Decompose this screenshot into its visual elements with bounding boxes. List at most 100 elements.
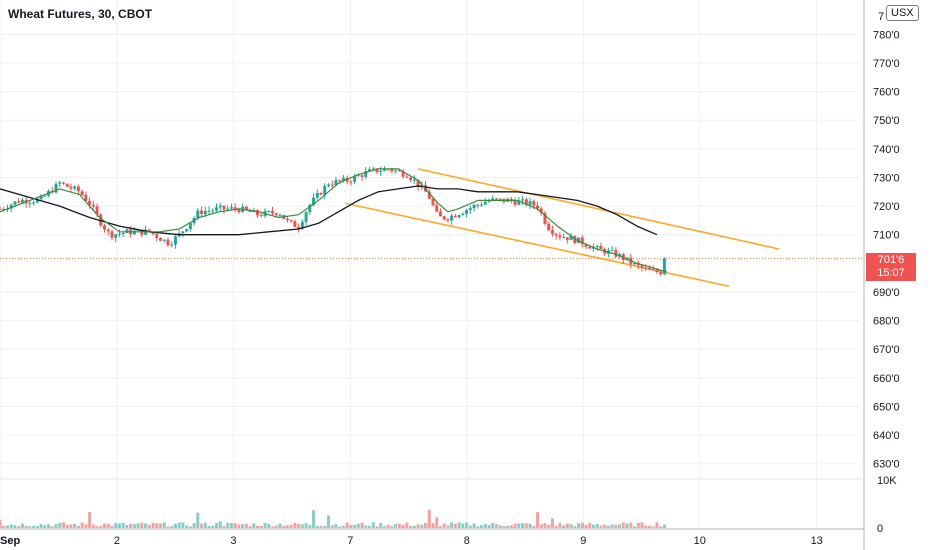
volume-bar [453,523,457,528]
candle-body [341,177,345,181]
candle-body [442,216,446,220]
volume-bar [517,523,521,528]
candle-body [539,208,543,213]
volume-bar [129,523,133,528]
volume-bar [312,510,316,528]
volume-bar [461,523,465,528]
y-tick-label: 720'0 [873,201,900,213]
volume-bar [252,523,256,528]
volume-bar [132,524,136,528]
y-tick-label: 630'0 [873,459,900,471]
volume-bar [0,519,2,528]
candle-body [80,191,84,195]
candle-body [435,205,439,212]
candle-body [203,210,207,215]
volume-bar [659,526,663,528]
volume-bar [431,523,435,528]
candle-body [599,245,603,249]
candle-body [662,258,666,275]
volume-bar [450,522,454,528]
channel-lines[interactable] [344,168,780,288]
y-tick-label: 780'0 [873,29,900,41]
candle-body [237,209,241,213]
candle-body [58,182,62,184]
candle-body [147,229,151,232]
y-tick-label: 710'0 [873,230,900,242]
volume-bar [151,522,155,528]
candle-body [550,230,554,234]
moving-average-long [0,185,658,236]
volume-bar [5,525,9,528]
candle-body [524,199,528,205]
volume-bar [606,525,610,528]
candle-body [450,215,454,221]
candle-body [465,210,469,214]
candle-body [233,207,237,210]
volume-bar [591,524,595,528]
candle-body [394,170,398,172]
volume-bar [103,523,107,528]
candle-body [43,195,47,197]
candle-body [39,195,43,200]
channel-trendline [344,202,730,288]
volume-bar [166,526,170,528]
volume-bar [117,523,121,528]
y-tick-label: 650'0 [873,401,900,413]
volume-bar [506,525,510,528]
candle-body [166,239,170,246]
candle-body [379,170,383,173]
candle-body [185,228,189,232]
candle-body [338,180,342,182]
volume-bar [196,512,200,528]
channel-trendline [417,168,780,250]
volume-bar [13,525,17,528]
candle-body [304,212,308,222]
volume-bar [547,524,551,528]
volume-bar [173,523,177,528]
volume-bar [614,524,618,528]
volume-bar [580,522,584,528]
y-tick-label: 750'0 [873,115,900,127]
volume-bar [28,526,32,528]
volume-bar [629,522,633,528]
candle-body [270,210,274,214]
candle-body [517,200,521,205]
volume-bar [50,526,54,528]
volume-bar [188,526,192,528]
volume-bar [379,522,383,528]
volume-tick-label: 0 [877,523,883,535]
y-tick-label: 640'0 [873,430,900,442]
volume-bar [136,523,140,528]
volume-bar [35,526,39,528]
y-tick-label: 730'0 [873,172,900,184]
volume-bar [569,524,573,528]
volume-bar [435,517,439,528]
volume-bar [494,524,498,528]
volume-bar [32,525,36,528]
candle-body [17,201,21,203]
candle-body [69,186,73,189]
candle-body [349,181,353,183]
candle-body [640,265,644,268]
candle-body [162,239,166,241]
volume-bar [412,525,416,528]
volume-bar [524,523,528,528]
currency-badge[interactable]: USX [886,5,919,21]
volume-bar [536,512,539,528]
volume-bar [200,523,204,528]
volume-bar [364,525,368,528]
candle-body [577,237,581,244]
volume-bar [259,525,263,528]
candle-body [76,186,80,192]
volume-bar [427,509,431,528]
candle-body [633,262,637,264]
candle-body [375,168,379,173]
volume-bar [9,524,13,528]
chart-title: Wheat Futures, 30, CBOT [8,7,153,21]
candle-body [543,212,547,224]
candle-body [61,182,65,184]
candle-body [453,215,457,218]
volume-bar [274,525,278,528]
volume-bar [386,524,390,528]
